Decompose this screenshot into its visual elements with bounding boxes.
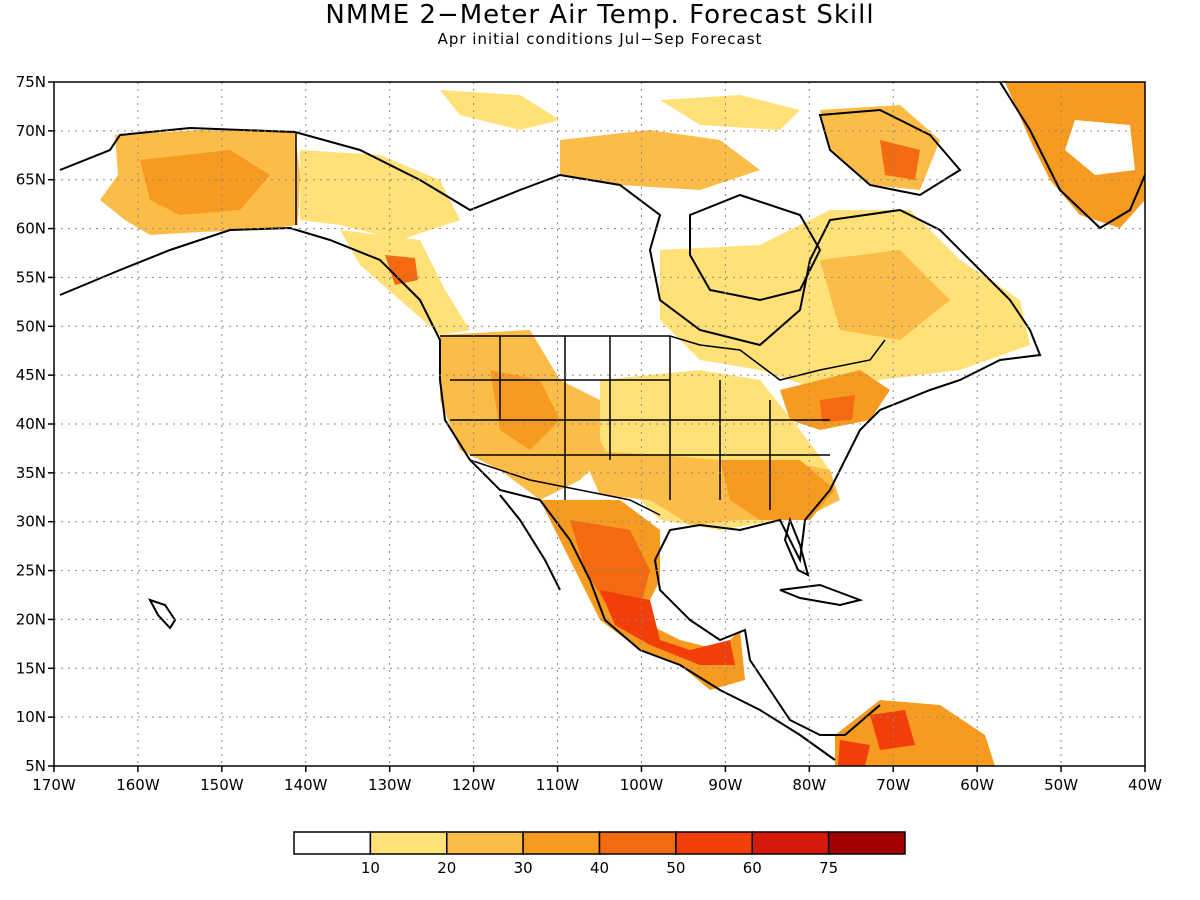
colorbar-label: 30	[514, 859, 533, 877]
region-us-west-core	[490, 370, 560, 450]
lat-tick-label: 5N	[25, 757, 46, 775]
colorbar-swatch	[369, 831, 448, 855]
lon-tick-label: 110W	[536, 776, 580, 794]
region-baffin-core	[880, 140, 920, 180]
lon-tick-label: 70W	[876, 776, 910, 794]
latitude-axis: 75N 70N 65N 60N 55N 50N 45N 40N 35N 30N 25N 20N 15N 1…	[16, 73, 54, 775]
region-mexico-hot	[600, 590, 735, 665]
lon-tick-label: 100W	[620, 776, 664, 794]
lon-tick-label: 40W	[1128, 776, 1162, 794]
lon-tick-label: 80W	[792, 776, 826, 794]
lon-tick-label: 60W	[960, 776, 994, 794]
region-sa-hot-2	[838, 740, 870, 766]
colorbar-label: 20	[437, 859, 456, 877]
longitude-axis: 170W 160W 150W 140W 130W 120W 110W 100W 90W 80W 70…	[32, 766, 1162, 794]
coast-florida	[783, 516, 810, 577]
region-yukon	[300, 150, 460, 240]
region-us-southeast	[720, 460, 835, 520]
region-alaska-core	[140, 150, 270, 215]
lat-tick-label: 10N	[16, 708, 46, 726]
lon-tick-label: 140W	[284, 776, 328, 794]
lat-tick-label: 55N	[16, 268, 46, 286]
region-sa-hot	[870, 710, 915, 750]
region-mexico-core	[570, 520, 650, 610]
skill-shading	[100, 82, 1145, 766]
lon-tick-label: 120W	[452, 776, 496, 794]
region-bc-hot	[385, 255, 418, 285]
lon-tick-label: 50W	[1044, 776, 1078, 794]
colorbar-swatch	[446, 831, 524, 855]
lon-tick-label: 90W	[708, 776, 742, 794]
lat-tick-label: 15N	[16, 659, 46, 677]
region-quebec-core	[820, 250, 950, 340]
region-arctic-2	[560, 130, 760, 190]
colorbar-swatch	[751, 831, 830, 855]
lat-tick-label: 30N	[16, 513, 46, 531]
border-us-states	[450, 336, 830, 510]
map-title: NMME 2−Meter Air Temp. Forecast Skill	[325, 0, 875, 30]
lat-tick-label: 75N	[16, 73, 46, 91]
lon-tick-label: 160W	[116, 776, 160, 794]
colorbar-swatch	[293, 831, 372, 855]
colorbar-label: 60	[743, 859, 762, 877]
lat-tick-label: 65N	[16, 171, 46, 189]
colorbar-swatch	[675, 831, 753, 855]
lon-tick-label: 130W	[368, 776, 412, 794]
lat-tick-label: 20N	[16, 610, 46, 628]
lat-tick-label: 45N	[16, 366, 46, 384]
lon-tick-label: 150W	[200, 776, 244, 794]
colorbar-label: 75	[819, 859, 838, 877]
colorbar-swatch	[598, 831, 677, 855]
colorbar-swatch	[522, 831, 601, 855]
coast-baffin	[818, 108, 962, 197]
coast-greenland	[999, 82, 1145, 230]
map-subtitle: Apr initial conditions Jul−Sep Forecast	[437, 30, 763, 48]
region-arctic-1	[440, 90, 560, 130]
coast-north-america	[59, 126, 1042, 736]
region-ne-hot	[820, 395, 855, 422]
lat-tick-label: 50N	[16, 317, 46, 335]
region-greenland-white	[1065, 120, 1135, 175]
lat-tick-label: 70N	[16, 122, 46, 140]
coast-baja	[499, 494, 561, 591]
lat-tick-label: 40N	[16, 415, 46, 433]
coast-hawaii	[147, 598, 177, 630]
coast-hudson-bay	[689, 193, 822, 302]
colorbar-label: 40	[590, 859, 609, 877]
colorbar-swatch	[827, 831, 906, 855]
border-us-canada	[440, 335, 886, 381]
colorbar-label: 10	[361, 859, 380, 877]
lat-tick-label: 60N	[16, 220, 46, 238]
lat-tick-label: 35N	[16, 464, 46, 482]
lat-tick-label: 25N	[16, 562, 46, 580]
lon-tick-label: 170W	[32, 776, 76, 794]
graticule	[54, 82, 1145, 766]
colorbar-label: 50	[666, 859, 685, 877]
region-baffin	[820, 105, 940, 190]
coast-cuba	[779, 583, 864, 607]
region-arctic-3	[660, 95, 800, 130]
colorbar: 10 20 30 40 50 60 75	[293, 831, 906, 877]
